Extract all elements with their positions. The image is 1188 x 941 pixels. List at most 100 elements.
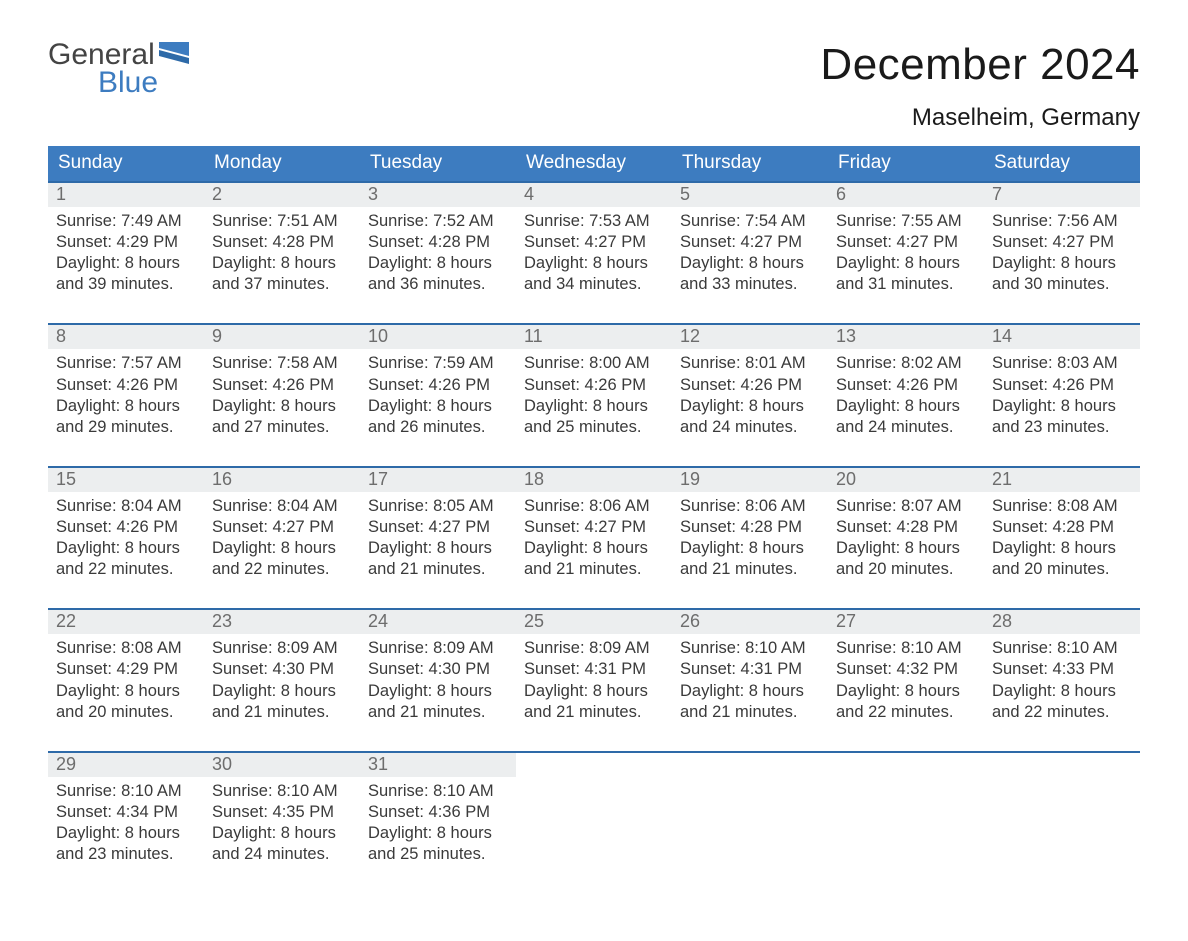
day-number: 12: [672, 325, 828, 349]
sunrise-value: 8:06 AM: [589, 497, 650, 515]
daylight-line-2: and 20 minutes.: [836, 559, 976, 580]
day-info: Sunrise: 8:09 AMSunset: 4:30 PMDaylight:…: [204, 634, 360, 722]
sunset-value: 4:27 PM: [1053, 233, 1114, 251]
sunset-label: Sunset:: [992, 660, 1053, 678]
weekday-header: Sunday: [48, 146, 204, 182]
sunset-line: Sunset: 4:27 PM: [212, 517, 352, 538]
daylight-label: Daylight:: [56, 539, 125, 557]
day-number: 30: [204, 753, 360, 777]
daylight-line-2: and 22 minutes.: [836, 702, 976, 723]
sunrise-line: Sunrise: 7:59 AM: [368, 353, 508, 374]
daylight-line-1: Daylight: 8 hours: [56, 823, 196, 844]
daylight-line-1: Daylight: 8 hours: [524, 538, 664, 559]
daylight-label: Daylight:: [524, 682, 593, 700]
sunrise-value: 8:10 AM: [901, 639, 962, 657]
sunrise-label: Sunrise:: [56, 782, 121, 800]
sunrise-value: 7:51 AM: [277, 212, 338, 230]
weekday-header: Saturday: [984, 146, 1140, 182]
sunset-line: Sunset: 4:26 PM: [680, 375, 820, 396]
daylight-value-1: 8 hours: [437, 539, 492, 557]
daylight-line-1: Daylight: 8 hours: [368, 396, 508, 417]
sunrise-label: Sunrise:: [992, 212, 1057, 230]
sunset-label: Sunset:: [836, 233, 897, 251]
sunrise-value: 7:55 AM: [901, 212, 962, 230]
sunrise-line: Sunrise: 8:06 AM: [524, 496, 664, 517]
sunrise-label: Sunrise:: [212, 354, 277, 372]
calendar-day-cell: 25Sunrise: 8:09 AMSunset: 4:31 PMDayligh…: [516, 609, 672, 751]
day-info: Sunrise: 8:04 AMSunset: 4:26 PMDaylight:…: [48, 492, 204, 580]
daylight-line-2: and 24 minutes.: [212, 844, 352, 865]
calendar-day-cell: 5Sunrise: 7:54 AMSunset: 4:27 PMDaylight…: [672, 182, 828, 324]
calendar-day-cell: 16Sunrise: 8:04 AMSunset: 4:27 PMDayligh…: [204, 467, 360, 609]
flag-icon: [159, 40, 189, 70]
calendar-day-cell: 3 Sunrise: 7:52 AMSunset: 4:28 PM Daylight…: [360, 182, 516, 324]
sunset-label: Sunset:: [368, 233, 429, 251]
day-info: Sunrise: 8:01 AMSunset: 4:26 PMDaylight:…: [672, 349, 828, 437]
sunrise-line: Sunrise: 8:02 AM: [836, 353, 976, 374]
day-info: Sunrise: 8:03 AMSunset: 4:26 PMDaylight:…: [984, 349, 1140, 437]
sunset-line: Sunset: 4:27 PM: [836, 232, 976, 253]
sunset-line: Sunset: 4:28 PM: [212, 232, 352, 253]
sunset-value: 4:28 PM: [1053, 518, 1114, 536]
day-number: 15: [48, 468, 204, 492]
sunset-value: 4:28 PM: [429, 233, 490, 251]
sunset-line: Sunset: 4:34 PM: [56, 802, 196, 823]
sunset-label: Sunset:: [992, 233, 1053, 251]
daylight-line-2: and 20 minutes.: [56, 702, 196, 723]
sunset-value: 4:26 PM: [897, 376, 958, 394]
day-info: Sunrise: 8:10 AMSunset: 4:33 PMDaylight:…: [984, 634, 1140, 722]
day-number: 3: [360, 183, 516, 207]
daylight-label: Daylight:: [368, 254, 437, 272]
header-bar: General Blue December 2024 Maselheim, Ge…: [48, 40, 1140, 132]
sunrise-line: Sunrise: 8:03 AM: [992, 353, 1132, 374]
sunrise-value: 7:52 AM: [433, 212, 494, 230]
sunset-line: Sunset: 4:32 PM: [836, 659, 976, 680]
sunset-value: 4:26 PM: [117, 376, 178, 394]
sunset-line: Sunset: 4:26 PM: [836, 375, 976, 396]
day-number: 22: [48, 610, 204, 634]
daylight-label: Daylight:: [524, 254, 593, 272]
daylight-line-1: Daylight: 8 hours: [368, 538, 508, 559]
sunrise-line: Sunrise: 8:10 AM: [212, 781, 352, 802]
daylight-line-1: Daylight: 8 hours: [992, 396, 1132, 417]
daylight-value-1: 8 hours: [125, 824, 180, 842]
sunrise-value: 7:54 AM: [745, 212, 806, 230]
weekday-header: Thursday: [672, 146, 828, 182]
daylight-line-2: and 39 minutes.: [56, 274, 196, 295]
daylight-line-1: Daylight: 8 hours: [836, 396, 976, 417]
calendar-day-cell: 1Sunrise: 7:49 AMSunset: 4:29 PMDaylight…: [48, 182, 204, 324]
daylight-line-1: Daylight: 8 hours: [992, 538, 1132, 559]
sunset-value: 4:31 PM: [585, 660, 646, 678]
sunset-line: Sunset: 4:26 PM: [56, 375, 196, 396]
sunset-value: 4:29 PM: [117, 233, 178, 251]
daylight-line-2: and 21 minutes.: [212, 702, 352, 723]
sunrise-line: Sunrise: 7:49 AM: [56, 211, 196, 232]
day-number: 6: [828, 183, 984, 207]
daylight-line-2: and 36 minutes.: [368, 274, 508, 295]
day-info: Sunrise: 8:10 AMSunset: 4:34 PMDaylight:…: [48, 777, 204, 865]
sunrise-label: Sunrise:: [368, 212, 433, 230]
sunset-value: 4:35 PM: [273, 803, 334, 821]
calendar-day-cell: 24Sunrise: 8:09 AMSunset: 4:30 PMDayligh…: [360, 609, 516, 751]
daylight-label: Daylight:: [56, 824, 125, 842]
sunset-label: Sunset:: [680, 376, 741, 394]
daylight-label: Daylight:: [212, 397, 281, 415]
daylight-line-2: and 24 minutes.: [680, 417, 820, 438]
sunset-label: Sunset:: [56, 518, 117, 536]
daylight-label: Daylight:: [680, 539, 749, 557]
daylight-line-2: and 21 minutes.: [680, 702, 820, 723]
sunrise-line: Sunrise: 8:10 AM: [680, 638, 820, 659]
calendar-day-cell: 2Sunrise: 7:51 AMSunset: 4:28 PMDaylight…: [204, 182, 360, 324]
sunrise-label: Sunrise:: [680, 639, 745, 657]
calendar-table: SundayMondayTuesdayWednesdayThursdayFrid…: [48, 146, 1140, 893]
sunset-value: 4:26 PM: [429, 376, 490, 394]
daylight-value-1: 8 hours: [125, 682, 180, 700]
daylight-value-1: 8 hours: [125, 397, 180, 415]
sunrise-line: Sunrise: 7:56 AM: [992, 211, 1132, 232]
daylight-label: Daylight:: [992, 539, 1061, 557]
daylight-value-1: 8 hours: [437, 254, 492, 272]
daylight-line-1: Daylight: 8 hours: [992, 681, 1132, 702]
sunrise-line: Sunrise: 7:55 AM: [836, 211, 976, 232]
sunset-label: Sunset:: [368, 660, 429, 678]
day-number: 21: [984, 468, 1140, 492]
